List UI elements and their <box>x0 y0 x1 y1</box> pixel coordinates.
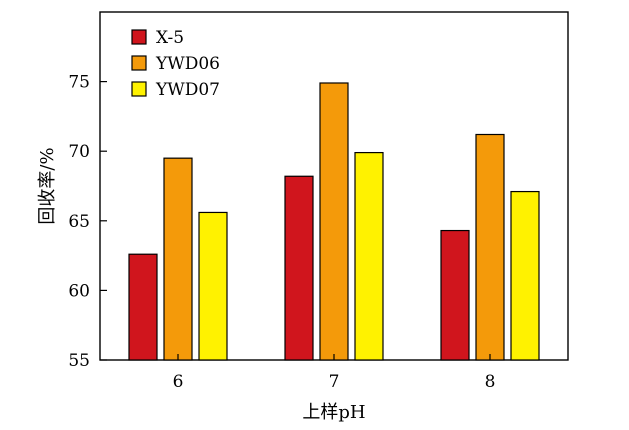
y-tick-label: 55 <box>68 351 90 371</box>
bar-ywd06-7 <box>319 82 349 361</box>
y-axis-ticks: 55 60 65 70 75 <box>68 73 107 371</box>
bars-group <box>128 82 540 361</box>
y-tick-label: 75 <box>68 73 90 93</box>
legend-swatch-ywd07 <box>131 81 147 97</box>
bar-ywd07-6 <box>198 211 228 361</box>
bar-x-5-7 <box>284 175 314 361</box>
legend-label-x-5: X-5 <box>156 28 184 48</box>
bar-x-5-6 <box>128 253 158 361</box>
x-axis-label: 上样pH <box>302 402 365 423</box>
legend-label-ywd07: YWD07 <box>155 80 220 100</box>
x-tick-label: 7 <box>329 372 340 392</box>
y-tick-label: 70 <box>68 142 90 162</box>
x-axis-ticks: 6 7 8 <box>173 354 496 392</box>
x-tick-label: 6 <box>173 372 184 392</box>
legend-swatch-ywd06 <box>131 55 147 71</box>
bar-ywd06-8 <box>475 133 505 361</box>
y-tick-label: 65 <box>68 212 90 232</box>
legend: X-5 YWD06 YWD07 <box>131 28 220 100</box>
plot-area: 55 60 65 70 75 6 7 8 <box>68 11 569 392</box>
bar-ywd06-6 <box>163 157 193 361</box>
bar-ywd07-8 <box>510 190 540 361</box>
bar-ywd07-7 <box>354 151 384 361</box>
legend-label-ywd06: YWD06 <box>155 54 220 74</box>
y-axis-label: 回收率/% <box>37 147 58 224</box>
x-tick-label: 8 <box>485 372 496 392</box>
bar-x-5-8 <box>440 229 470 361</box>
legend-swatch-x-5 <box>131 29 147 45</box>
y-tick-label: 60 <box>68 281 90 301</box>
